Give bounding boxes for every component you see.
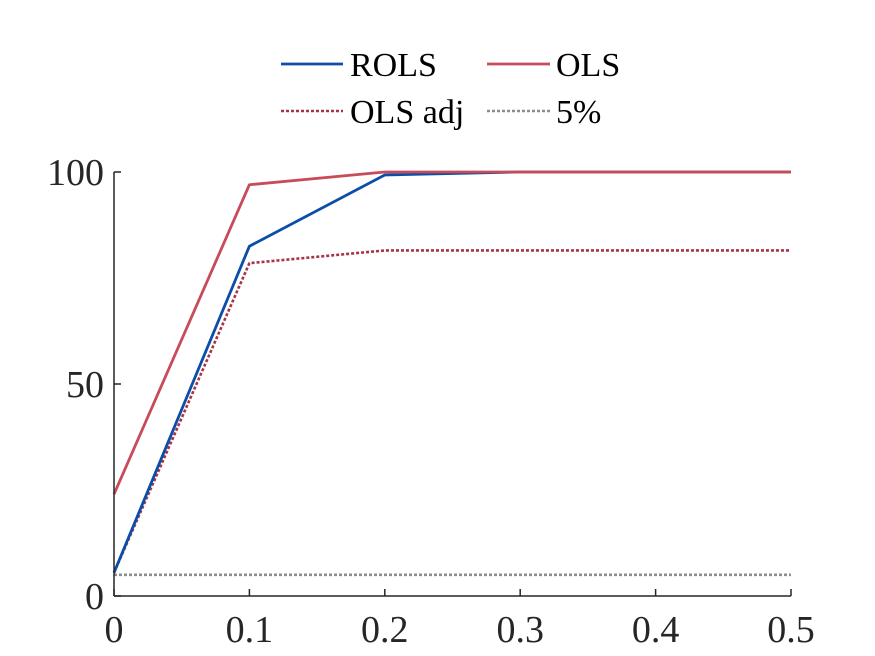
x-ticks: 0 0.1 0.2 0.3 0.4 0.5 [105,589,815,651]
legend-label: 5% [556,94,601,131]
x-tick-label: 0.1 [226,609,274,651]
y-tick-label: 50 [66,364,104,406]
y-tick-label: 100 [47,152,104,194]
series-line-ols-adj [112,249,791,574]
series-line-rols [112,170,791,574]
axes [113,172,791,597]
plot-series [112,170,791,577]
legend-label: OLS adj [350,94,464,131]
series-line-ols [112,170,791,495]
x-tick-label: 0.2 [361,609,409,651]
legend: ROLS OLS OLS adj 5% [281,47,620,131]
y-ticks: 0 50 100 [47,152,121,618]
x-tick-label: 0.3 [496,609,544,651]
legend-label: ROLS [350,47,437,84]
x-tick-label: 0.4 [632,609,680,651]
legend-label: OLS [556,47,620,84]
x-tick-label: 0 [105,609,124,651]
x-tick-label: 0.5 [767,609,815,651]
y-tick-label: 0 [85,576,104,618]
